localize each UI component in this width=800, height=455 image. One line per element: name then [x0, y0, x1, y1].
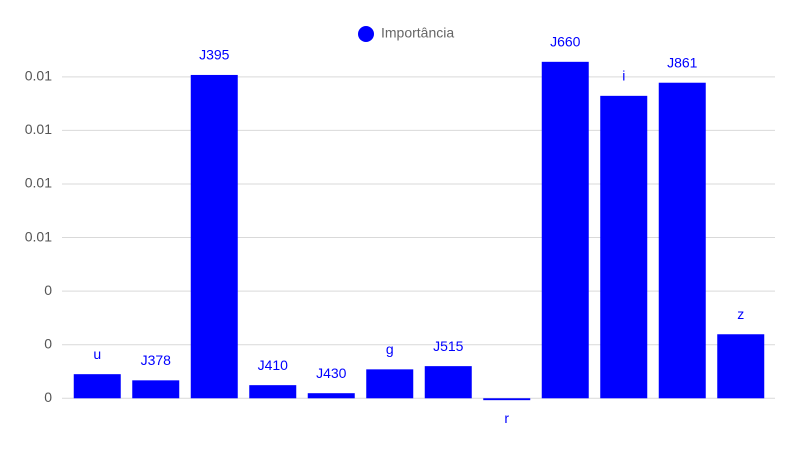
data-label: J515 [433, 338, 464, 354]
y-tick-label: 0.01 [25, 121, 52, 137]
bar [541, 61, 589, 399]
data-label: z [737, 306, 744, 322]
data-label: J395 [199, 47, 230, 63]
legend-label: Importância [381, 25, 454, 41]
y-tick-label: 0 [44, 335, 52, 351]
data-label: J378 [141, 352, 172, 368]
data-label: J861 [667, 54, 698, 70]
data-label: J430 [316, 365, 347, 381]
bar [717, 334, 765, 399]
bar [73, 374, 121, 399]
y-tick-label: 0.01 [25, 228, 52, 244]
data-label: J410 [258, 357, 289, 373]
data-label: g [386, 341, 394, 357]
data-label: i [622, 68, 625, 84]
data-label: J660 [550, 34, 581, 50]
bar [190, 74, 238, 399]
bar [600, 95, 648, 399]
y-tick-label: 0 [44, 389, 52, 405]
y-tick-label: 0.01 [25, 68, 52, 84]
y-tick-label: 0 [44, 282, 52, 298]
bar [483, 398, 531, 401]
data-label: u [93, 346, 101, 362]
y-tick-label: 0.01 [25, 175, 52, 191]
bar [249, 385, 297, 399]
bar [132, 380, 180, 399]
bar [307, 393, 355, 399]
data-label: r [504, 410, 509, 426]
bar [366, 369, 414, 399]
bar [658, 82, 706, 399]
bar [424, 366, 472, 399]
legend-marker [358, 26, 374, 42]
